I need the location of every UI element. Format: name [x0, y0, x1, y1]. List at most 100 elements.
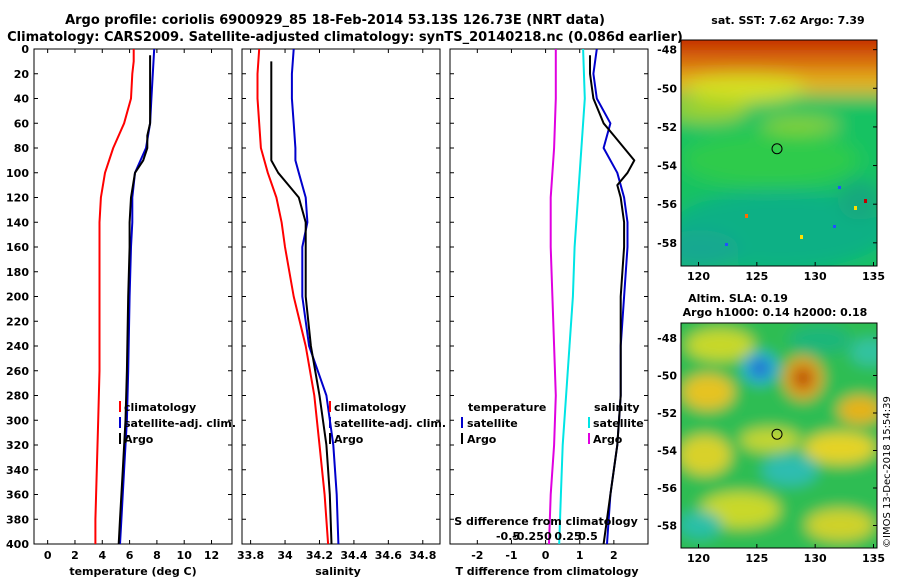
depth-tick-label: 320 — [6, 439, 29, 452]
sst-map-frame — [680, 39, 878, 267]
series-p1-0 — [94, 49, 135, 544]
sla-map-axes: 120 125 130 135 -48 -50 -52 -54 -56 -58 — [657, 332, 885, 565]
map-x-tick-label: 125 — [745, 552, 768, 565]
sst-map-title: sat. SST: 7.62 Argo: 7.39 — [711, 14, 864, 27]
depth-tick-label: 160 — [6, 241, 29, 254]
salinity-xlabel: salinity — [315, 565, 361, 578]
map-y-tick-label: -52 — [657, 407, 677, 420]
x-tick-label: 34.8 — [409, 549, 436, 562]
sst-argo-marker — [771, 143, 783, 155]
sla-map-title-2: Argo h1000: 0.14 h2000: 0.18 — [683, 306, 868, 319]
s-tick-label: 0 — [544, 530, 552, 543]
map-x-tick-label: 120 — [687, 270, 710, 283]
temperature-legend: climatology satellite-adj. clim. Argo — [119, 401, 236, 446]
map-y-tick-label: -50 — [657, 370, 677, 383]
depth-tick-label: 0 — [21, 43, 29, 56]
sla-map-title-1: Altim. SLA: 0.19 — [688, 292, 788, 305]
depth-tick-label: 40 — [14, 93, 30, 106]
depth-axis: 0 20 40 60 80 100 120 140 160 180 200 220 240 260 280 3… — [6, 43, 29, 551]
map-y-tick-label: -58 — [657, 237, 677, 250]
x-tick-label: 8 — [153, 549, 161, 562]
credit-text: ©IMOS 13-Dec-2018 15:54:39 — [882, 396, 893, 548]
x-tick-label: 34 — [277, 549, 293, 562]
map-y-tick-label: -48 — [657, 332, 677, 345]
salinity-x-axis: 33.8 34 34.2 34.4 34.6 34.8 — [237, 48, 440, 562]
depth-tick-label: 360 — [6, 489, 29, 502]
legend-s-argo: Argo — [593, 433, 623, 446]
legend-satellite-adj: satellite-adj. clim. — [124, 417, 236, 430]
x-tick-label: 34.4 — [340, 549, 367, 562]
difference-x-axis: -2 -1 0 1 2-0.5-0.25 0 0.250.5 — [450, 48, 648, 562]
depth-tick-label: 240 — [6, 340, 29, 353]
map-x-tick-label: 130 — [804, 552, 827, 565]
depth-tick-label: 300 — [6, 414, 29, 427]
legend-satellite-adj-s: satellite-adj. clim. — [334, 417, 446, 430]
map-y-tick-label: -58 — [657, 520, 677, 533]
legend-argo-s: Argo — [334, 433, 364, 446]
x-tick-label: 12 — [204, 549, 219, 562]
s-tick-label: -0.5 — [496, 530, 520, 543]
map-x-tick-label: 130 — [804, 270, 827, 283]
temperature-panel — [33, 48, 233, 545]
series-p2-2 — [270, 61, 333, 544]
sst-map — [681, 40, 877, 266]
depth-tick-label: 140 — [6, 216, 29, 229]
map-y-tick-label: -48 — [657, 44, 677, 57]
series-p2-0 — [256, 49, 330, 544]
depth-tick-label: 340 — [6, 464, 29, 477]
map-y-tick-label: -50 — [657, 82, 677, 95]
depth-tick-label: 200 — [6, 291, 29, 304]
depth-tick-label: 380 — [6, 513, 29, 526]
legend-t-satellite: satellite — [467, 417, 518, 430]
map-y-tick-label: -56 — [657, 198, 677, 211]
x-tick-label: 2 — [71, 549, 79, 562]
sla-map — [681, 323, 877, 548]
x-tick-label: 6 — [126, 549, 134, 562]
depth-tick-label: 20 — [14, 68, 30, 81]
salinity-plot — [256, 49, 340, 544]
depth-tick-label: 400 — [6, 538, 29, 551]
temperature-plot — [94, 49, 156, 544]
series-p3-3 — [548, 49, 557, 544]
depth-tick-label: 260 — [6, 365, 29, 378]
salinity-legend: climatology satellite-adj. clim. Argo — [329, 401, 446, 446]
map-x-tick-label: 135 — [862, 552, 885, 565]
legend-salinity-title: salinity — [594, 401, 640, 414]
x-tick-label: 33.8 — [237, 549, 264, 562]
series-p1-2 — [117, 55, 152, 544]
depth-tick-label: 280 — [6, 390, 29, 403]
series-p3-1 — [589, 55, 636, 544]
x-tick-label: -2 — [471, 549, 483, 562]
depth-tick-label: 100 — [6, 167, 29, 180]
map-y-tick-label: -56 — [657, 482, 677, 495]
map-y-tick-label: -54 — [657, 445, 677, 458]
x-tick-label: 0 — [542, 549, 550, 562]
difference-legend: temperature satellite Argo salinity sate… — [461, 401, 644, 446]
temperature-xlabel: temperature (deg C) — [69, 565, 196, 578]
x-tick-label: 0 — [44, 549, 52, 562]
legend-climatology: climatology — [124, 401, 196, 414]
map-x-tick-label: 120 — [687, 552, 710, 565]
series-p3-2 — [558, 49, 586, 544]
series-p2-1 — [290, 49, 340, 544]
x-tick-label: -1 — [505, 549, 517, 562]
depth-tick-label: 120 — [6, 192, 29, 205]
depth-tick-label: 60 — [14, 117, 30, 130]
x-tick-label: 4 — [98, 549, 106, 562]
difference-plot — [548, 49, 636, 544]
x-tick-label: 34.2 — [306, 549, 333, 562]
x-tick-label: 1 — [576, 549, 584, 562]
sst-map-axes: 120 125 130 135 -48 -50 -52 -54 -56 -58 — [657, 44, 885, 283]
legend-climatology-s: climatology — [334, 401, 406, 414]
legend-t-argo: Argo — [467, 433, 497, 446]
map-x-tick-label: 125 — [745, 270, 768, 283]
legend-temperature-title: temperature — [468, 401, 546, 414]
depth-tick-label: 180 — [6, 266, 29, 279]
s-tick-label: 0.5 — [578, 530, 598, 543]
s-tick-label: -0.25 — [512, 530, 544, 543]
map-x-tick-label: 135 — [862, 270, 885, 283]
legend-s-satellite: satellite — [593, 417, 644, 430]
sla-argo-marker — [771, 428, 783, 440]
difference-panel — [449, 48, 649, 545]
